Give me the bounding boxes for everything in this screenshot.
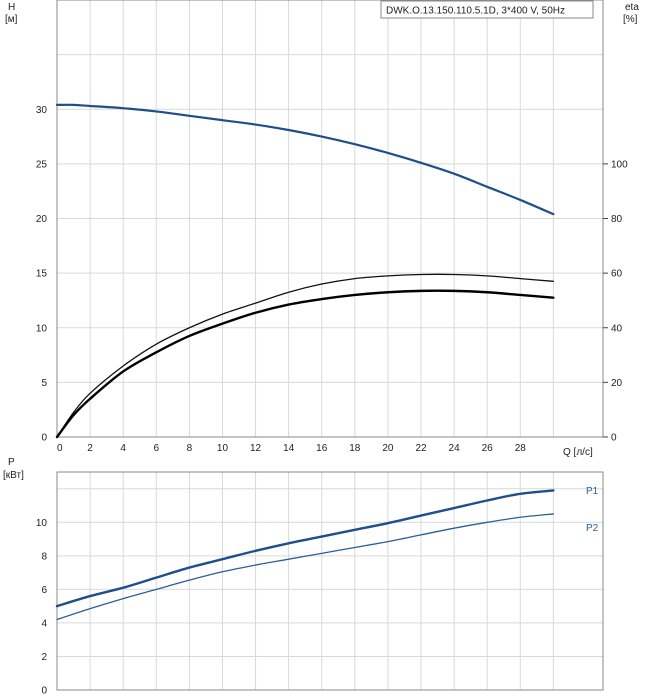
x-tick-label: 2 xyxy=(87,443,93,454)
x-tick-label: 14 xyxy=(283,443,295,454)
p-tick-label: 4 xyxy=(41,618,47,629)
h-curve xyxy=(55,103,555,216)
p-tick-label: 6 xyxy=(41,585,47,596)
title-box xyxy=(380,0,594,19)
h-tick-label: 0 xyxy=(41,433,47,444)
x-tick-label: 10 xyxy=(217,443,229,454)
x-tick-label: 18 xyxy=(349,443,361,454)
eta-tick-label: 80 xyxy=(611,214,623,225)
top-chart-tick-labels: 0 2 4 6 8 10 12 14 16 18 20 22 24 26 28051015202530020… xyxy=(36,105,628,454)
x-tick-label: 0 xyxy=(57,443,63,454)
top-chart-series xyxy=(55,103,555,439)
h-tick-label: 20 xyxy=(36,214,48,225)
eta-tick-label: 0 xyxy=(611,433,617,444)
eta-axis-label-line1: eta xyxy=(625,2,639,13)
bottom-chart-grid xyxy=(56,472,603,691)
eta-tick-label: 100 xyxy=(611,159,628,170)
x-tick-label: 16 xyxy=(316,443,328,454)
h-tick-label: 5 xyxy=(41,378,47,389)
x-tick-label: 20 xyxy=(382,443,394,454)
p-tick-label: 2 xyxy=(41,652,47,663)
top-chart-grid xyxy=(56,0,603,438)
p-tick-label: 8 xyxy=(41,551,47,562)
x-tick-label: 8 xyxy=(187,443,193,454)
h-tick-label: 10 xyxy=(36,323,48,334)
h-tick-label: 30 xyxy=(36,105,48,116)
eta-axis-label-line2: [%] xyxy=(623,14,638,25)
chart-title: DWK.O.13.150.110.5.1D, 3*400 V, 50Hz xyxy=(386,6,565,17)
p-axis-label-line1: P xyxy=(8,457,15,468)
x-tick-label: 6 xyxy=(153,443,159,454)
eta-tick-label: 20 xyxy=(611,378,623,389)
bottom-plot-frame xyxy=(56,471,604,691)
x-tick-label: 12 xyxy=(250,443,262,454)
p-axis-label-line2: [кВт] xyxy=(3,470,24,481)
h-tick-label: 15 xyxy=(36,269,48,280)
eta-tick-label: 60 xyxy=(611,269,623,280)
h-axis-label-line2: [м] xyxy=(5,14,18,25)
x-tick-label: 22 xyxy=(415,443,427,454)
x-tick-label: 24 xyxy=(449,443,461,454)
p-tick-label: 10 xyxy=(36,518,48,529)
q-axis-label: Q [л/с] xyxy=(563,447,593,458)
p-tick-label: 0 xyxy=(41,686,47,697)
bottom-chart-tick-labels: 0 2 4 6 8 10 xyxy=(36,518,48,697)
x-tick-label: 4 xyxy=(120,443,126,454)
eta-tick-label: 40 xyxy=(611,323,623,334)
p1-series-label: P1 xyxy=(586,486,599,497)
eta-curve-lower xyxy=(55,289,555,439)
h-axis-label-line1: H xyxy=(8,2,15,13)
eta-curve-upper xyxy=(56,273,555,438)
x-tick-label: 28 xyxy=(515,443,527,454)
p1-curve xyxy=(55,489,555,608)
p2-series-label: P2 xyxy=(586,523,599,534)
bottom-chart-series xyxy=(55,489,555,621)
x-tick-label: 26 xyxy=(482,443,494,454)
p2-curve xyxy=(56,513,555,621)
h-tick-label: 25 xyxy=(36,159,48,170)
